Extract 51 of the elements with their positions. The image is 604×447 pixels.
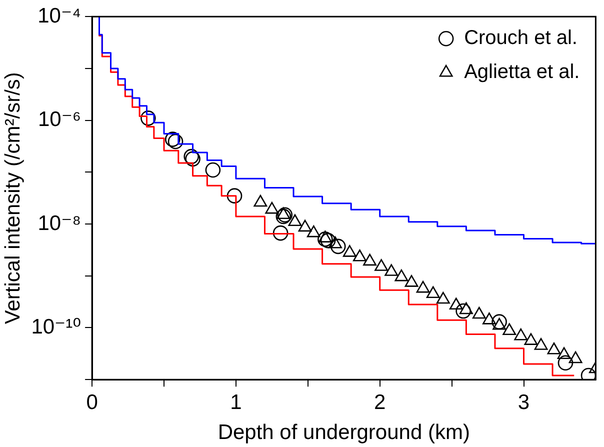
- point: [205, 162, 221, 178]
- point: [254, 194, 268, 207]
- point: [318, 232, 333, 247]
- point: [394, 269, 408, 282]
- point: [265, 202, 279, 214]
- x-tick-label: 2: [374, 390, 386, 414]
- legend-label: Aglietta et al.: [464, 61, 580, 84]
- y-tick-label: 10⁻⁸: [38, 212, 82, 235]
- point: [547, 342, 561, 354]
- point: [568, 351, 582, 364]
- y-tick-label: 10⁻⁴: [38, 4, 82, 28]
- point: [318, 230, 332, 242]
- point: [226, 188, 242, 204]
- y-tick-label: 10⁻⁶: [38, 108, 82, 132]
- point: [524, 333, 538, 345]
- y-tick-label: 10⁻¹⁰: [31, 316, 82, 339]
- x-axis-title: Depth of underground (km): [218, 421, 470, 444]
- point: [342, 245, 356, 257]
- point: [363, 254, 376, 266]
- point: [492, 318, 506, 330]
- point: [374, 259, 388, 271]
- y-axis-title: Vertical intensity (/cm²/sr/s): [1, 72, 24, 324]
- point: [449, 298, 463, 310]
- point: [557, 347, 571, 360]
- point: [168, 134, 184, 150]
- point: [328, 236, 342, 248]
- point: [502, 323, 516, 336]
- point: [288, 214, 302, 226]
- x-tick-label: 1: [230, 390, 242, 414]
- point: [514, 328, 528, 340]
- point: [384, 264, 398, 276]
- point: [459, 302, 473, 314]
- legend-label: Crouch et al.: [464, 27, 578, 50]
- point: [140, 110, 156, 126]
- x-tick-label: 3: [518, 390, 530, 414]
- point: [272, 225, 288, 241]
- point: [482, 312, 496, 324]
- point: [404, 275, 418, 287]
- x-tick-label: 0: [86, 390, 98, 414]
- point: [426, 286, 440, 298]
- point: [330, 238, 346, 254]
- point: [306, 225, 320, 238]
- point: [320, 232, 336, 248]
- point: [298, 220, 312, 232]
- point: [416, 280, 430, 293]
- point: [472, 306, 486, 319]
- point: [352, 249, 366, 262]
- point: [164, 132, 180, 147]
- point: [276, 207, 290, 220]
- point: [436, 292, 450, 304]
- point: [534, 338, 548, 350]
